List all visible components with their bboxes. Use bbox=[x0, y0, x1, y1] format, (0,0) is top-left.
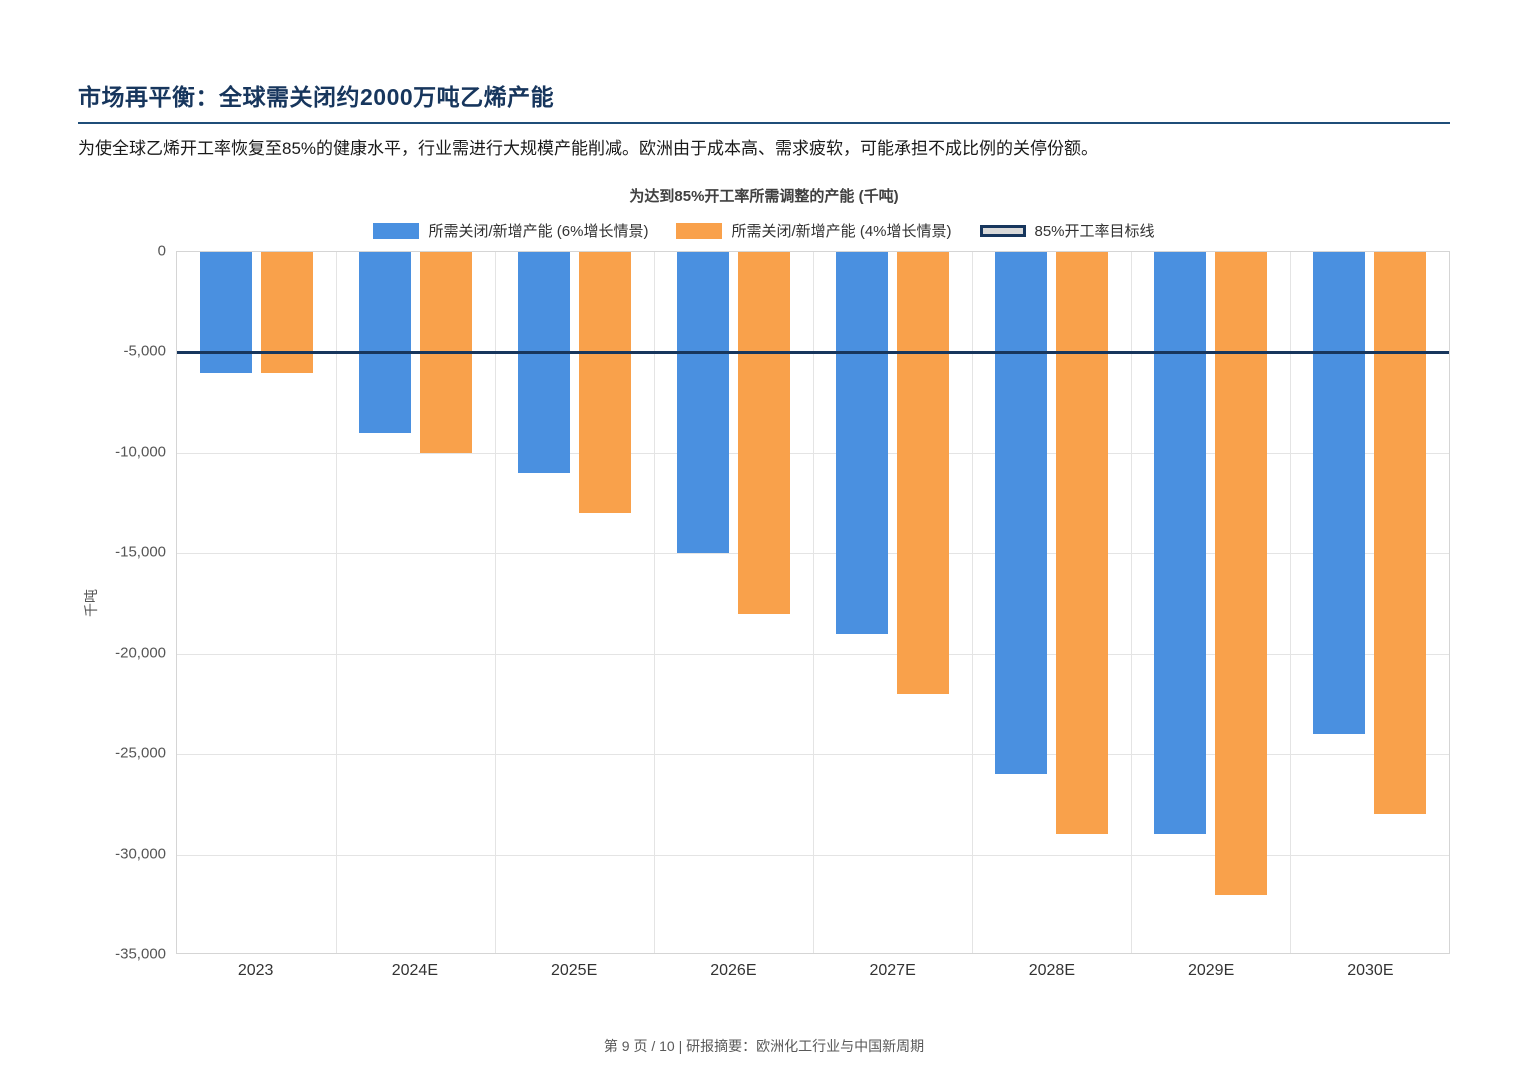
page-subtitle: 为使全球乙烯开工率恢复至85%的健康水平，行业需进行大规模产能削减。欧洲由于成本… bbox=[78, 139, 1099, 158]
bar-4pct-2027E bbox=[896, 252, 950, 694]
y-axis-tick-labels: 0 -5,000 -10,000 -15,000 -20,000 -25,000 -30,0… bbox=[104, 243, 176, 963]
x-tick-label: 2030E bbox=[1347, 962, 1394, 979]
y-tick-label: -25,000 bbox=[115, 744, 166, 762]
y-tick-label: -30,000 bbox=[115, 845, 166, 863]
legend-swatch-blue bbox=[373, 222, 420, 239]
y-tick-label: -20,000 bbox=[115, 644, 166, 662]
gridline-vertical bbox=[336, 252, 337, 953]
target-line-85pct bbox=[177, 351, 1449, 355]
bar-6pct-2023 bbox=[199, 252, 253, 373]
chart-legend: 所需关闭/新增产能 (6%增长情景) 所需关闭/新增产能 (4%增长情景) 85… bbox=[78, 220, 1450, 241]
bar-4pct-2030E bbox=[1373, 252, 1427, 815]
gridline-vertical bbox=[654, 252, 655, 953]
bar-4pct-2029E bbox=[1214, 252, 1268, 895]
bar-6pct-2026E bbox=[676, 252, 730, 554]
bar-6pct-2030E bbox=[1312, 252, 1366, 735]
y-tick-label: -15,000 bbox=[115, 543, 166, 561]
gridline-vertical bbox=[495, 252, 496, 953]
legend-label-target: 85%开工率目标线 bbox=[1034, 223, 1155, 240]
bar-6pct-2028E bbox=[994, 252, 1048, 775]
gridline-vertical bbox=[1290, 252, 1291, 953]
bar-4pct-2028E bbox=[1055, 252, 1109, 835]
x-axis-labels: 2023 2024E 2025E 2026E 2027E 2028E 2029E 2030E bbox=[176, 954, 1450, 980]
bar-6pct-2027E bbox=[835, 252, 889, 634]
gridline-vertical bbox=[972, 252, 973, 953]
x-tick-label: 2027E bbox=[869, 962, 916, 979]
x-tick-label: 2029E bbox=[1187, 962, 1235, 979]
title-divider bbox=[78, 122, 1450, 124]
gridline-vertical bbox=[813, 252, 814, 953]
x-tick-label: 2025E bbox=[550, 962, 598, 979]
page-footer: 第 9 页 / 10 | 研报摘要：欧洲化工行业与中国新周期 bbox=[603, 1038, 925, 1054]
plot-area bbox=[176, 251, 1450, 954]
capacity-adjustment-chart: 为达到85%开工率所需调整的产能 (千吨) 所需关闭/新增产能 (6%增长情景)… bbox=[78, 185, 1450, 980]
bar-4pct-2023 bbox=[260, 252, 314, 373]
x-tick-label: 2026E bbox=[710, 962, 757, 979]
y-tick-label: -10,000 bbox=[115, 443, 166, 461]
legend-swatch-orange bbox=[676, 222, 723, 239]
bar-4pct-2026E bbox=[737, 252, 791, 614]
y-axis-title: 千吨 bbox=[78, 251, 104, 954]
legend-item-6pct-scenario: 所需关闭/新增产能 (6%增长情景) bbox=[373, 220, 648, 241]
legend-item-target-line: 85%开工率目标线 bbox=[979, 220, 1155, 241]
legend-label-4pct: 所需关闭/新增产能 (4%增长情景) bbox=[731, 223, 952, 240]
legend-item-4pct-scenario: 所需关闭/新增产能 (4%增长情景) bbox=[676, 220, 952, 241]
x-tick-label: 2028E bbox=[1028, 962, 1075, 979]
page-title: 市场再平衡：全球需关闭约2000万吨乙烯产能 bbox=[78, 84, 555, 110]
gridline-vertical bbox=[1131, 252, 1132, 953]
y-tick-label: 0 bbox=[157, 242, 166, 260]
x-tick-label: 2024E bbox=[391, 962, 438, 979]
chart-title: 为达到85%开工率所需调整的产能 (千吨) bbox=[629, 188, 899, 205]
x-tick-label: 2023 bbox=[237, 962, 274, 979]
bar-6pct-2029E bbox=[1153, 252, 1207, 835]
bar-6pct-2024E bbox=[358, 252, 412, 433]
legend-swatch-target-line bbox=[979, 224, 1026, 237]
chart-body: 千吨 0 -5,000 -10,000 -15,000 -20,000 -25,000 -3… bbox=[78, 243, 1450, 963]
y-axis-title-text: 千吨 bbox=[83, 588, 99, 617]
y-tick-label: -5,000 bbox=[123, 342, 166, 360]
y-tick-label: -35,000 bbox=[115, 945, 166, 963]
bar-4pct-2025E bbox=[578, 252, 632, 514]
bar-6pct-2025E bbox=[517, 252, 571, 473]
legend-label-6pct: 所需关闭/新增产能 (6%增长情景) bbox=[428, 223, 649, 240]
